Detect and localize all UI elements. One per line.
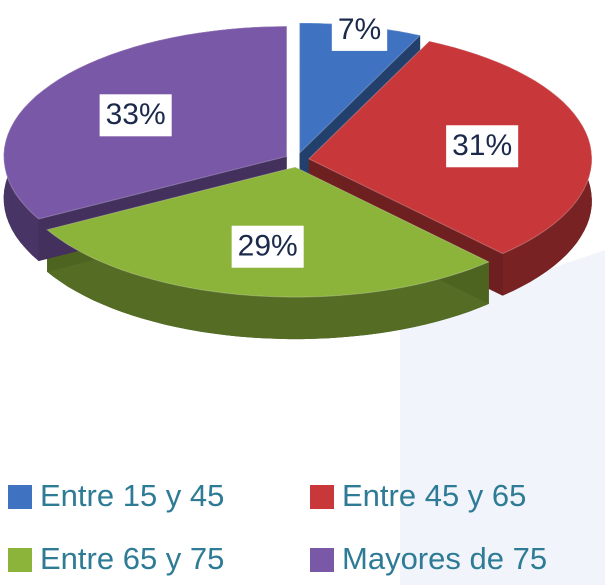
legend-swatch bbox=[310, 485, 334, 509]
data-label: 7% bbox=[338, 13, 381, 46]
legend-label: Mayores de 75 bbox=[342, 541, 547, 576]
data-label-box bbox=[231, 225, 304, 268]
legend-swatch bbox=[310, 548, 334, 572]
background-shape bbox=[400, 250, 605, 585]
data-label: 31% bbox=[452, 129, 512, 162]
data-label-box bbox=[99, 94, 172, 137]
data-labels: 7% 31% 29% 33% bbox=[99, 8, 519, 268]
legend-swatch bbox=[8, 548, 32, 572]
legend-label: Entre 15 y 45 bbox=[40, 478, 224, 513]
data-label-box bbox=[446, 125, 519, 168]
legend: Entre 15 y 45 Entre 45 y 65 Entre 65 y 75 M… bbox=[8, 478, 547, 576]
legend-label: Entre 65 y 75 bbox=[40, 541, 224, 576]
data-label-box bbox=[331, 8, 388, 51]
legend-label: Entre 45 y 65 bbox=[342, 478, 526, 513]
data-label: 33% bbox=[106, 98, 166, 131]
data-label: 29% bbox=[238, 230, 298, 263]
legend-swatch bbox=[8, 485, 32, 509]
slice-wall bbox=[308, 41, 503, 296]
slice-side bbox=[47, 229, 489, 340]
